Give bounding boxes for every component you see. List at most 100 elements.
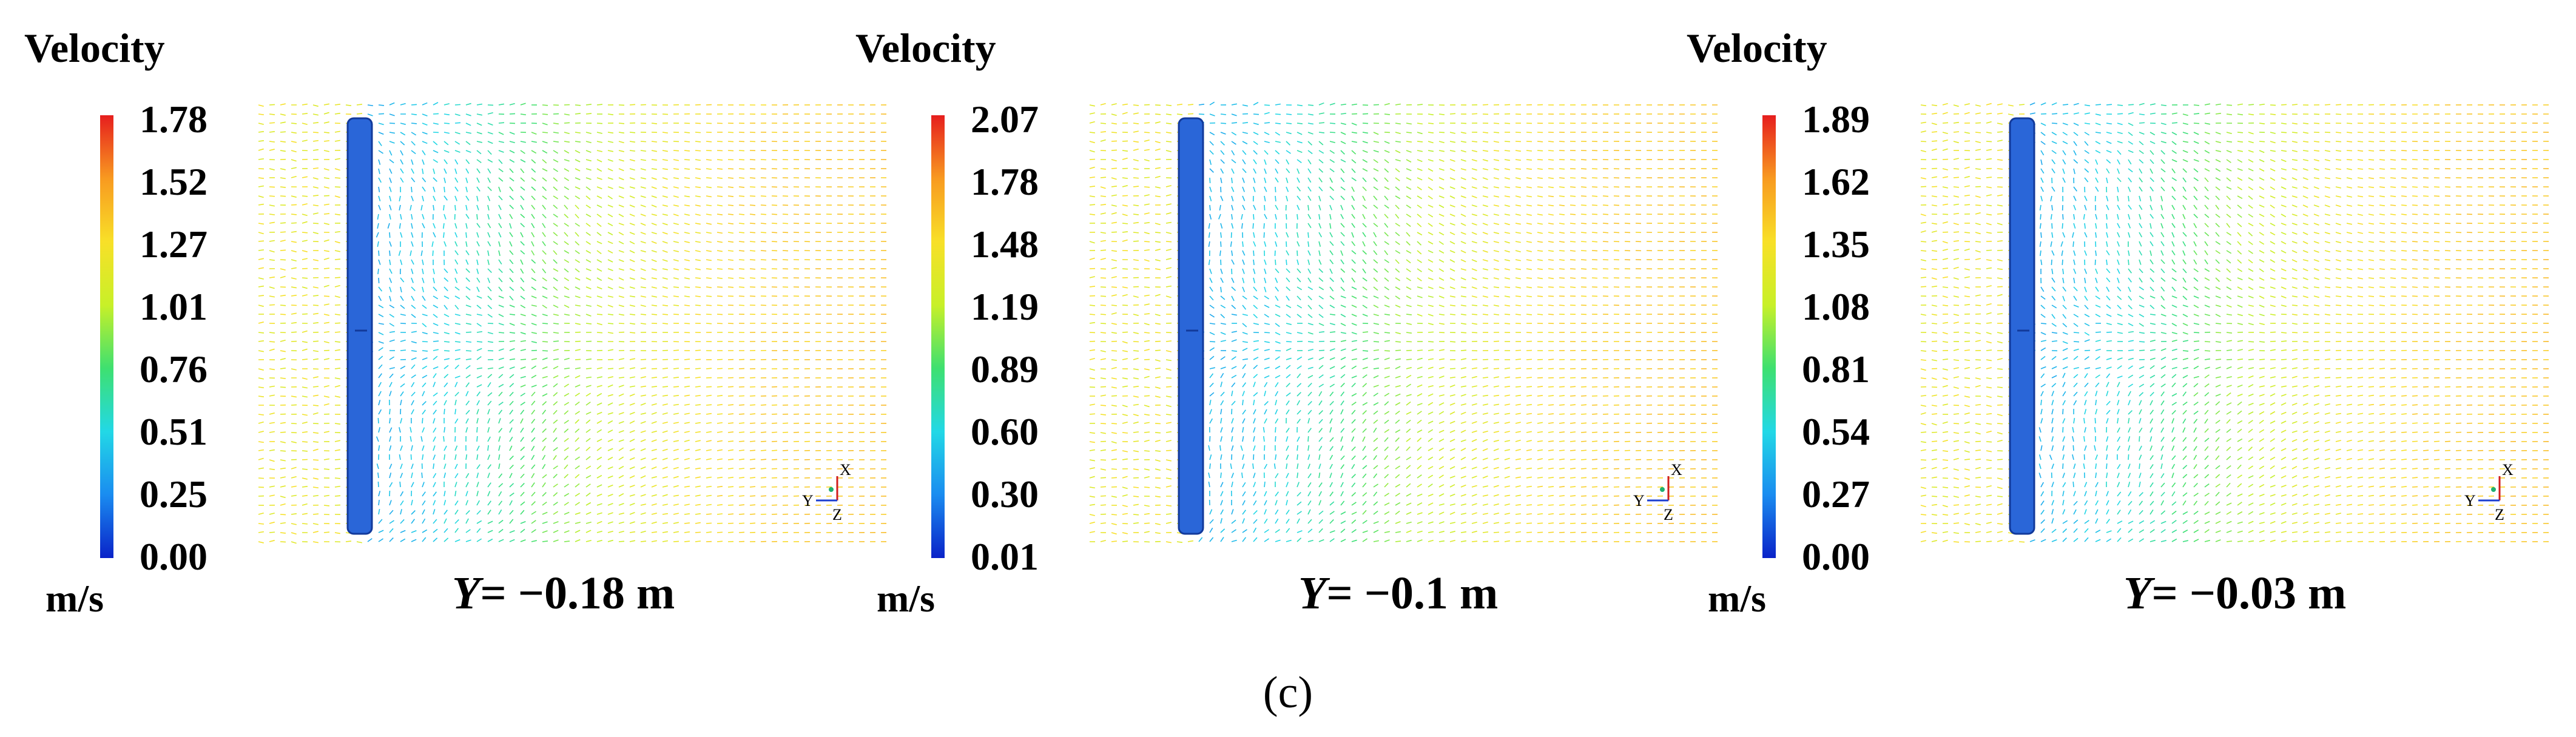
velocity-vector: [389, 520, 394, 524]
velocity-vector: [454, 104, 461, 106]
velocity-vector: [498, 357, 504, 360]
velocity-vector: [1307, 223, 1312, 228]
velocity-vector: [1471, 250, 1477, 253]
velocity-vector: [1089, 150, 1095, 153]
velocity-vector: [454, 382, 458, 388]
velocity-vector: [564, 305, 570, 308]
velocity-vector: [1329, 204, 1333, 210]
velocity-vector: [280, 141, 286, 143]
velocity-vector: [269, 149, 275, 151]
velocity-vector: [302, 523, 308, 525]
velocity-vector: [258, 203, 265, 206]
velocity-vector: [520, 349, 526, 351]
velocity-vector: [607, 402, 613, 406]
velocity-vector: [1133, 421, 1139, 424]
velocity-vector: [1384, 232, 1389, 237]
velocity-vector: [509, 409, 513, 415]
velocity-vector: [1373, 268, 1378, 273]
velocity-vector: [378, 382, 382, 388]
velocity-vector: [1504, 277, 1510, 280]
velocity-vector: [1340, 305, 1346, 308]
velocity-vector: [400, 141, 405, 146]
velocity-vector: [684, 241, 690, 243]
velocity-vector: [302, 240, 308, 242]
velocity-vector: [1591, 232, 1598, 234]
velocity-vector: [443, 500, 447, 506]
velocity-vector: [323, 203, 330, 206]
velocity-vector: [1362, 141, 1368, 144]
velocity-vector: [662, 540, 669, 542]
colorbar-tick: 0.00: [140, 535, 207, 578]
velocity-vector: [509, 186, 514, 192]
velocity-vector: [1526, 394, 1532, 397]
velocity-vector: [673, 195, 679, 198]
velocity-vector: [280, 485, 286, 488]
velocity-vector: [575, 104, 581, 106]
velocity-vector: [651, 186, 657, 189]
velocity-vector: [487, 204, 490, 210]
velocity-vector: [760, 195, 767, 197]
velocity-vector: [1275, 168, 1279, 174]
velocity-vector: [1329, 195, 1334, 200]
velocity-vector: [1111, 132, 1118, 133]
velocity-vector: [476, 464, 480, 469]
velocity-vector: [1406, 241, 1411, 246]
velocity-vector: [1537, 386, 1543, 388]
velocity-vector: [1100, 386, 1107, 388]
velocity-vector: [498, 519, 504, 524]
velocity-vector: [706, 468, 712, 469]
velocity-vector: [411, 519, 416, 524]
velocity-vector: [1526, 358, 1532, 360]
velocity-vector: [1144, 203, 1150, 206]
velocity-vector: [433, 519, 437, 524]
velocity-vector: [1296, 277, 1301, 283]
velocity-vector: [498, 195, 503, 201]
velocity-vector: [1482, 195, 1488, 198]
velocity-vector: [410, 427, 412, 433]
velocity-vector: [399, 454, 401, 460]
velocity-vector: [487, 195, 491, 201]
velocity-vector: [1406, 305, 1412, 308]
velocity-vector: [334, 314, 341, 316]
velocity-vector: [1460, 141, 1467, 143]
velocity-vector: [596, 123, 603, 124]
velocity-vector: [1373, 305, 1379, 308]
velocity-vector: [618, 195, 624, 199]
velocity-vector: [312, 523, 319, 525]
velocity-vector: [291, 466, 297, 469]
velocity-vector: [378, 132, 384, 135]
velocity-vector: [1231, 259, 1235, 265]
velocity-vector: [585, 456, 591, 460]
velocity-vector: [1155, 314, 1161, 317]
slice-caption: Y= −0.18 m: [452, 567, 675, 620]
velocity-vector: [1417, 186, 1422, 190]
velocity-vector: [1340, 374, 1346, 379]
velocity-vector: [1165, 104, 1172, 106]
velocity-vector: [1329, 123, 1336, 124]
velocity-vector: [1253, 159, 1257, 164]
velocity-vector: [651, 403, 657, 406]
velocity-vector: [1242, 186, 1245, 192]
velocity-vector: [564, 150, 570, 154]
velocity-vector: [1209, 323, 1216, 325]
velocity-vector: [1209, 392, 1215, 397]
velocity-vector: [738, 241, 745, 243]
velocity-vector: [1253, 295, 1258, 300]
velocity-vector: [531, 232, 535, 238]
velocity-vector: [400, 314, 406, 316]
velocity-vector: [1602, 204, 1609, 206]
velocity-vector: [1602, 232, 1609, 234]
velocity-vector: [585, 446, 591, 451]
velocity-vector: [443, 177, 447, 183]
velocity-vector: [706, 485, 712, 488]
velocity-vector: [1351, 259, 1356, 264]
velocity-vector: [422, 445, 425, 451]
velocity-vector: [1406, 177, 1412, 181]
velocity-vector: [564, 375, 570, 379]
velocity-vector: [433, 123, 439, 125]
velocity-vector: [1100, 432, 1106, 434]
velocity-vector: [695, 223, 701, 225]
velocity-vector: [1220, 168, 1224, 174]
velocity-vector: [323, 195, 330, 197]
velocity-vector-field: XYZ: [258, 102, 887, 544]
